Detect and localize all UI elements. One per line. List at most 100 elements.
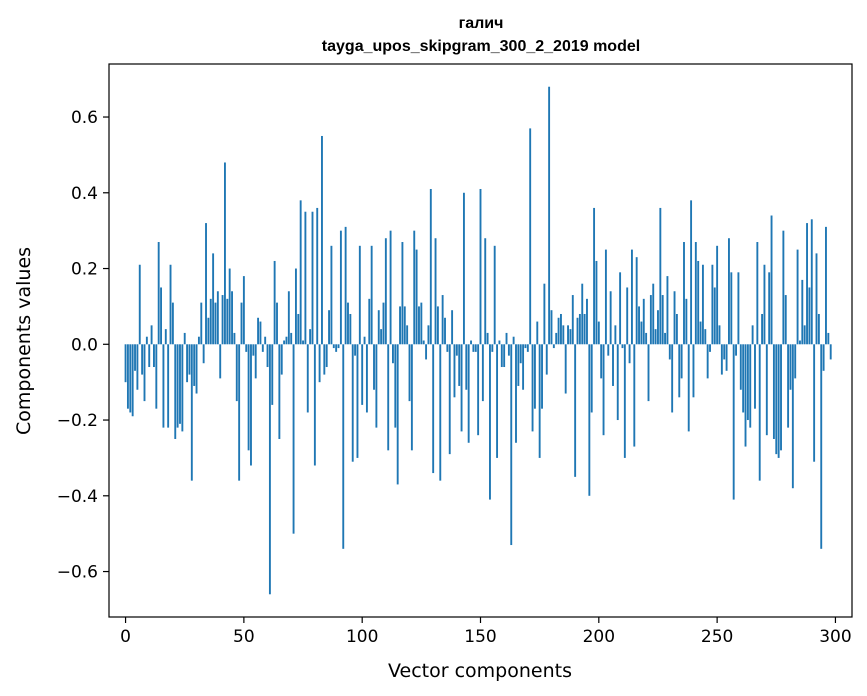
x-axis-ticks: 0 50 100 150 200 250 300	[120, 617, 852, 647]
bar-178	[545, 344, 548, 375]
bar-291	[813, 344, 816, 462]
bar-166	[517, 344, 520, 386]
bar-121	[410, 344, 413, 451]
bar-282	[791, 344, 794, 489]
bar-195	[586, 298, 588, 345]
bar-206	[612, 344, 614, 386]
bar-50	[242, 276, 245, 345]
bar-85	[325, 344, 328, 368]
x-tick-label-200: 200	[583, 627, 615, 647]
chart-subtitle: tayga_upos_skipgram_300_2_2019 model	[322, 38, 640, 55]
bar-40	[219, 344, 222, 379]
bar-167	[519, 344, 522, 364]
bar-233	[675, 313, 678, 345]
bar-61	[268, 344, 271, 595]
bar-35	[207, 317, 210, 345]
bar-6	[138, 264, 141, 345]
bar-161	[505, 332, 508, 345]
bar-109	[382, 302, 385, 345]
bar-94	[347, 302, 349, 345]
bar-72	[294, 268, 297, 345]
bar-188	[569, 329, 572, 345]
bar-103	[368, 298, 371, 345]
bar-0	[124, 344, 127, 383]
bar-244	[701, 264, 704, 345]
bar-298	[829, 344, 832, 360]
bar-295	[822, 344, 825, 371]
bar-101	[363, 336, 366, 345]
bar-218	[640, 321, 643, 345]
bar-182	[555, 332, 558, 345]
bar-141	[458, 344, 461, 386]
bar-74	[299, 200, 302, 345]
bar-225	[657, 310, 659, 345]
bar-259	[737, 272, 740, 345]
bar-112	[389, 230, 392, 345]
bar-274	[772, 344, 775, 439]
bar-73	[297, 313, 300, 345]
bar-231	[671, 344, 674, 413]
bar-207	[614, 325, 617, 345]
bar-255	[728, 238, 730, 345]
bar-71	[292, 344, 295, 534]
bar-275	[775, 344, 778, 455]
bar-56	[257, 317, 260, 345]
bar-222	[649, 295, 652, 345]
bar-12	[153, 344, 155, 368]
bar-30	[195, 344, 198, 394]
bar-271	[765, 344, 768, 436]
bar-262	[744, 344, 747, 447]
bar-277	[780, 344, 782, 451]
bar-92	[342, 344, 345, 549]
bar-183	[557, 317, 560, 345]
bar-229	[666, 276, 669, 345]
bar-173	[533, 344, 536, 409]
bar-116	[399, 306, 401, 345]
bar-175	[538, 344, 541, 458]
bar-168	[522, 344, 525, 390]
bar-90	[337, 344, 340, 349]
bar-214	[630, 249, 633, 345]
bar-93	[344, 226, 347, 345]
bar-98	[356, 344, 359, 458]
bar-228	[664, 332, 667, 345]
bar-261	[742, 344, 745, 413]
bar-203	[604, 249, 607, 345]
bar-20	[171, 302, 174, 345]
bar-258	[735, 344, 737, 356]
bar-232	[673, 291, 676, 345]
bar-97	[354, 344, 357, 356]
bar-32	[200, 302, 203, 345]
bar-3	[131, 344, 134, 417]
bar-144	[465, 344, 468, 390]
bar-96	[351, 344, 354, 462]
bar-87	[330, 245, 333, 345]
bar-39	[216, 291, 219, 345]
bar-252	[720, 344, 723, 375]
bar-158	[498, 340, 501, 345]
bar-147	[472, 344, 475, 352]
bar-250	[716, 245, 719, 345]
bar-176	[541, 344, 543, 409]
bar-157	[496, 344, 499, 458]
bar-33	[202, 344, 205, 364]
bar-45	[231, 291, 233, 345]
bar-297	[827, 332, 830, 345]
bar-200	[597, 321, 600, 345]
bar-79	[311, 211, 314, 345]
bar-69	[287, 291, 290, 345]
bar-1	[126, 344, 129, 409]
bar-28	[190, 344, 193, 481]
bar-164	[512, 336, 515, 345]
bar-34	[205, 223, 207, 345]
bar-283	[794, 344, 797, 379]
bar-47	[235, 344, 238, 402]
bar-46	[233, 332, 236, 345]
bar-285	[799, 340, 801, 345]
bar-129	[429, 188, 432, 345]
chart-title: галич	[459, 15, 504, 32]
bar-260	[739, 344, 742, 390]
bar-150	[479, 188, 482, 345]
bar-22	[176, 344, 179, 428]
bar-163	[510, 344, 513, 546]
